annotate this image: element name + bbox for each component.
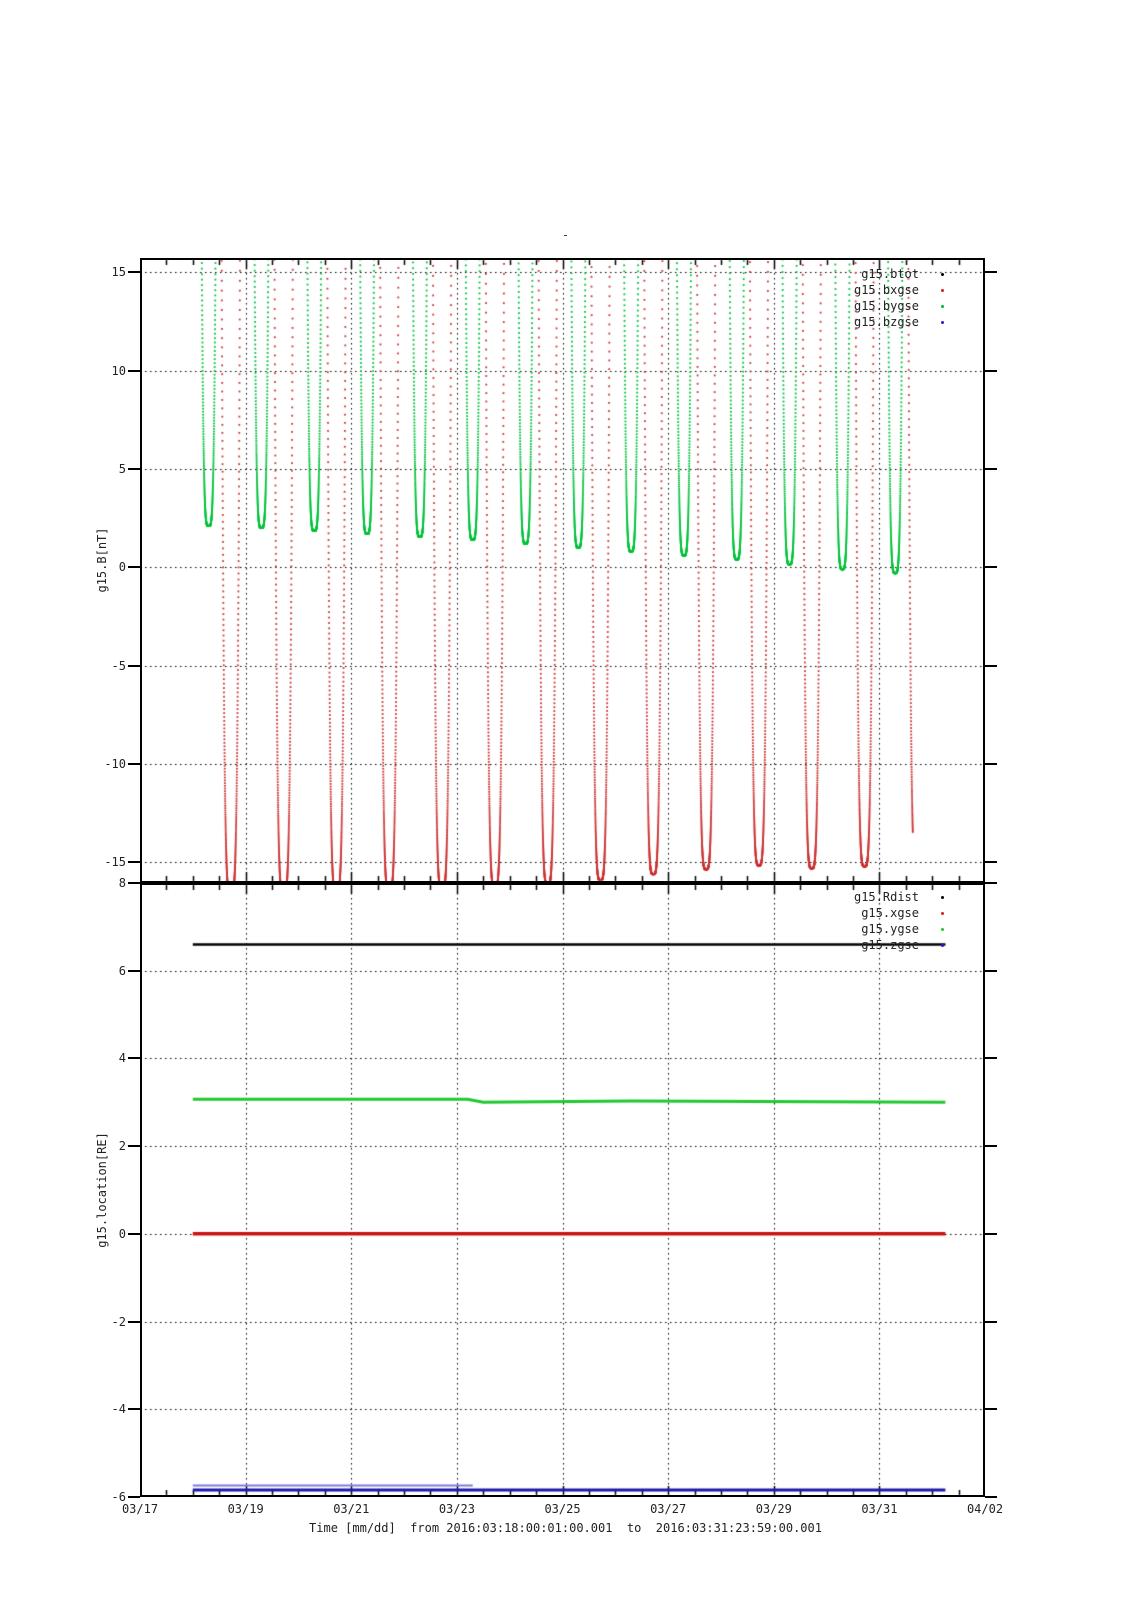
y-tick-mark-left [128,1145,140,1148]
legend-label: g15.xgse [861,906,919,920]
legend-row: g15.bzgse [854,314,950,330]
y-tick-mark-right [985,467,997,470]
legend-row: g15.Rdist [854,889,950,905]
y-tick-mark-left [128,969,140,972]
y-tick-label: 10 [111,363,126,378]
y-tick-mark-left [128,1232,140,1235]
legend-label: g15.ygse [861,922,919,936]
legend-label: g15.Rdist [853,890,919,904]
y-tick-label: -15 [104,855,126,870]
y-tick-mark-left [128,566,140,569]
top-panel-legend: g15.btot g15.bxgse g15.bygse g15.bzgse [854,266,950,330]
x-axis-label: Time [mm/dd] from 2016:03:18:00:01:00.00… [309,1521,822,1535]
y-tick-mark-right [985,882,997,884]
y-tick-mark-right [985,762,997,765]
y-tick-label: 4 [118,1051,126,1066]
legend-row: g15.btot [861,266,950,282]
x-tick-label: 03/29 [755,1502,792,1516]
y-tick-mark-right [985,969,997,972]
y-tick-mark-left [128,1496,140,1498]
y-tick-mark-left [128,271,140,274]
legend-label: g15.btot [861,267,919,281]
y-tick-label: -4 [111,1402,126,1417]
y-tick-label: 0 [118,1226,126,1241]
x-tick-label: 03/19 [227,1502,264,1516]
y-tick-mark-right [985,1232,997,1235]
y-tick-mark-right [985,369,997,372]
y-tick-mark-right [985,1496,997,1498]
y-tick-mark-left [128,882,140,884]
y-tick-label: 15 [111,265,126,280]
legend-row: g15.bxgse [854,282,950,298]
y-tick-mark-right [985,566,997,569]
y-tick-mark-left [128,861,140,864]
magnetic-field-plot-canvas [140,258,985,883]
y-tick-label: -6 [111,1490,126,1504]
y-tick-mark-left [128,1408,140,1411]
legend-row: g15.ygse [861,921,950,937]
legend-label: g15.bzgse [853,315,919,329]
y-tick-mark-left [128,1320,140,1323]
x-tick-label: 03/23 [438,1502,475,1516]
legend-marker-dot [941,288,944,292]
y-tick-mark-right [985,1408,997,1411]
x-tick-label: 03/27 [650,1502,687,1516]
legend-label: g15.bxgse [853,283,919,297]
x-tick-label: 03/17 [121,1502,159,1516]
y-tick-mark-right [985,1320,997,1323]
y-tick-mark-left [128,762,140,765]
y-tick-mark-left [128,467,140,470]
x-tick-label: 03/31 [861,1502,898,1516]
bottom-panel-legend: g15.Rdist g15.xgse g15.ygse g15.zgse [854,889,950,953]
y-tick-label: 8 [118,876,126,890]
legend-marker-dot [941,927,944,931]
legend-row: g15.zgse [861,937,950,953]
legend-label: g15.bygse [853,299,919,313]
legend-marker-dot [941,895,944,899]
y-tick-mark-right [985,664,997,667]
y-tick-mark-left [128,369,140,372]
legend-row: g15.bygse [854,298,950,314]
y-tick-label: -10 [104,756,126,771]
y-tick-label: -2 [111,1314,126,1329]
y-tick-mark-right [985,271,997,274]
legend-label: g15.zgse [861,938,919,952]
y-tick-mark-right [985,861,997,864]
y-tick-label: 2 [118,1139,126,1154]
y-tick-label: 0 [118,560,126,575]
location-plot-canvas [140,883,985,1497]
legend-marker-dot [941,911,944,915]
x-tick-label: 03/25 [544,1502,581,1516]
y-tick-mark-left [128,1057,140,1060]
y-tick-label: 6 [118,963,126,978]
legend-marker-dot [941,304,944,308]
y-tick-mark-left [128,664,140,667]
plot-title: - [561,228,570,242]
legend-marker-dot [941,320,944,324]
y-tick-mark-right [985,1057,997,1060]
x-tick-label: 03/21 [333,1502,370,1516]
y-tick-mark-right [985,1145,997,1148]
legend-row: g15.xgse [861,905,950,921]
x-tick-label: 04/02 [966,1502,1004,1516]
y-tick-label: -5 [111,658,126,673]
legend-marker-dot [941,943,944,947]
legend-marker-dot [941,272,944,276]
y-tick-label: 5 [118,461,126,476]
